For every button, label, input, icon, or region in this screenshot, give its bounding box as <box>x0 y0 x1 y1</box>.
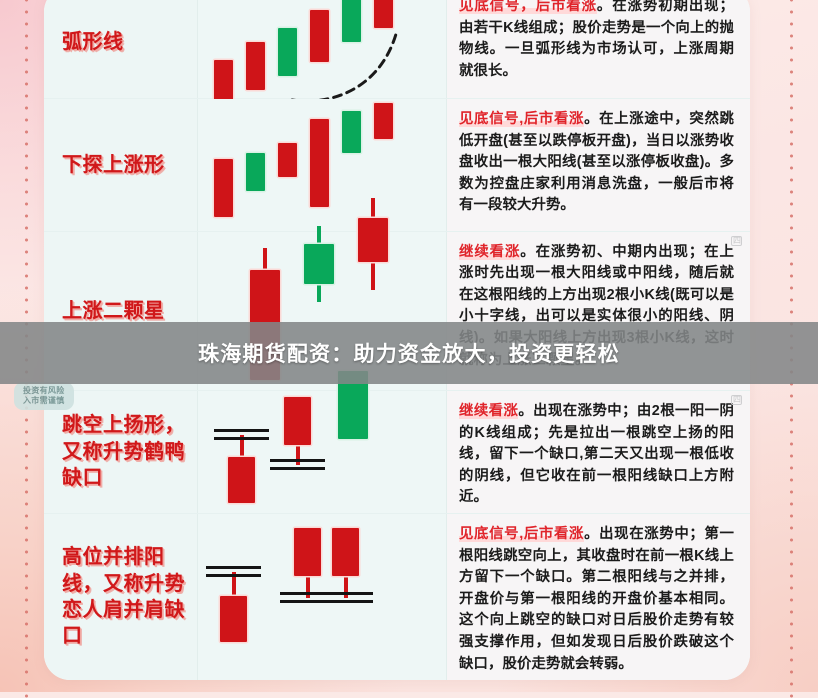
pattern-name: 高位并排阳线，又称升势恋人肩并肩缺口 <box>62 546 185 648</box>
candle-bearish <box>214 158 233 217</box>
candle-bullish <box>278 28 297 76</box>
disclaimer-line-1: 投资有风险 <box>23 386 65 395</box>
candle-upper-wick <box>231 572 236 596</box>
candle-bearish <box>246 42 265 90</box>
candle-upper-wick <box>371 197 375 218</box>
pattern-description-cell: 四继续看涨。出现在涨势中；由2根一阳一阴的K线组成；先是拉出一根跳空上扬的阳线，… <box>447 391 750 513</box>
candle-bullish <box>342 0 361 42</box>
gap-marker-line <box>214 437 269 440</box>
candlestick-diagram <box>198 0 447 103</box>
candle-lower-wick <box>343 576 348 598</box>
pattern-label-cell: 跳空上扬形，又称升势鹤鸭缺口 <box>44 391 198 513</box>
risk-disclaimer-badge: 投资有风险 入市需谨慎 <box>14 382 74 410</box>
candle-bullish <box>342 110 361 153</box>
pattern-name: 弧形线 <box>62 30 124 53</box>
candle-lower-wick <box>305 576 310 598</box>
gap-marker-line <box>318 600 373 603</box>
candle-bullish <box>246 152 265 191</box>
signal-highlight: 见底信号,后市看涨 <box>459 526 585 542</box>
candle-upper-wick <box>317 225 321 244</box>
promo-banner-overlay: 珠海期货配资：助力资金放大，投资更轻松 <box>0 322 818 384</box>
pattern-description-cell: 见底信号，后市看涨。在涨势初期出现；由若干K线组成；股价走势是一个向上的抛物线。… <box>447 0 750 98</box>
pattern-label-cell: 高位并排阳线，又称升势恋人肩并肩缺口 <box>44 514 198 680</box>
pattern-description-cell: 见底信号,后市看涨。出现在涨势中；第一根阳线跳空向上，其收盘时在前一根K线上方留… <box>447 514 750 680</box>
candle-bearish <box>310 118 329 207</box>
pattern-label-cell: 下探上涨形 <box>44 98 198 231</box>
candle-bearish <box>228 457 255 503</box>
pattern-row: 弧形线 见底信号，后市看涨。在涨势初期出现；由若干K线组成；股价走势是一个向上的抛… <box>44 0 750 103</box>
candle-bearish <box>278 142 297 177</box>
candle-bearish <box>374 102 393 139</box>
pattern-description: 见底信号，后市看涨。在涨势初期出现；由若干K线组成；股价走势是一个向上的抛物线。… <box>459 0 734 79</box>
candlestick-diagram <box>198 514 447 680</box>
watermark-icon: 四 <box>731 235 742 246</box>
candle-bearish <box>220 596 247 642</box>
pattern-description-cell: 见底信号,后市看涨。在上涨途中，突然跳低开盘(甚至以跌停板开盘)，当日以涨势收盘… <box>447 98 750 231</box>
signal-highlight: 见底信号，后市看涨 <box>459 0 597 14</box>
candle-bullish <box>304 243 334 284</box>
candle-upper-wick <box>263 247 267 270</box>
pattern-description: 继续看涨。出现在涨势中；由2根一阳一阴的K线组成；先是拉出一根跳空上扬的阳线，留… <box>459 403 734 506</box>
candle-lower-wick <box>317 283 321 302</box>
watermark-icon: 四 <box>731 395 742 405</box>
gap-marker-line <box>270 459 325 462</box>
disclaimer-line-2: 入市需谨慎 <box>23 396 65 405</box>
gap-marker-line <box>214 429 269 432</box>
pattern-row: 高位并排阳线，又称升势恋人肩并肩缺口 见底信号,后市看涨。出现在涨势中；第一根阳线… <box>44 514 750 680</box>
pattern-description: 见底信号,后市看涨。在上涨途中，突然跳低开盘(甚至以跌停板开盘)，当日以涨势收盘… <box>459 110 734 214</box>
pattern-label-cell: 弧形线 <box>44 0 198 98</box>
gap-marker-line <box>280 592 335 595</box>
candle-lower-wick <box>371 261 375 290</box>
candle-lower-wick <box>295 445 300 465</box>
pattern-description: 见底信号,后市看涨。出现在涨势中；第一根阳线跳空向上，其收盘时在前一根K线上方留… <box>459 526 734 672</box>
candle-bearish <box>214 60 233 102</box>
promo-banner-text: 珠海期货配资：助力资金放大，投资更轻松 <box>198 343 620 366</box>
signal-highlight: 见底信号,后市看涨 <box>459 110 585 127</box>
gap-marker-line <box>206 574 261 577</box>
gap-marker-line <box>206 566 261 569</box>
pattern-name: 跳空上扬形，又称升势鹤鸭缺口 <box>62 414 185 490</box>
candle-bearish <box>374 0 393 28</box>
gap-marker-line <box>280 600 335 603</box>
signal-highlight: 继续看涨 <box>459 243 521 260</box>
pattern-name: 上涨二颗星 <box>62 299 165 322</box>
candle-bearish <box>358 217 388 262</box>
candlestick-diagram <box>198 371 447 513</box>
candle-bearish <box>332 528 359 576</box>
candle-upper-wick <box>239 435 244 457</box>
signal-highlight: 继续看涨 <box>459 403 519 419</box>
gap-marker-line <box>318 592 373 595</box>
candle-bearish <box>284 397 311 445</box>
pattern-table: 弧形线 见底信号，后市看涨。在涨势初期出现；由若干K线组成；股价走势是一个向上的抛… <box>44 0 750 680</box>
pattern-row: 下探上涨形 见底信号,后市看涨。在上涨途中，突然跳低开盘(甚至以跌停板开盘)，当日… <box>44 98 750 232</box>
pattern-row: 跳空上扬形，又称升势鹤鸭缺口 四继续看涨。出现在涨势中；由2根一阳一阴的K线组成；… <box>44 371 750 514</box>
candle-bearish <box>294 528 321 576</box>
candlestick-diagram <box>198 98 447 231</box>
pattern-name: 下探上涨形 <box>62 153 165 176</box>
candle-bearish <box>310 10 329 62</box>
pattern-label-cell: 上涨二颗星 <box>44 231 198 390</box>
gap-marker-line <box>270 467 325 470</box>
infographic-card: 弧形线 见底信号，后市看涨。在涨势初期出现；由若干K线组成；股价走势是一个向上的抛… <box>44 0 750 680</box>
